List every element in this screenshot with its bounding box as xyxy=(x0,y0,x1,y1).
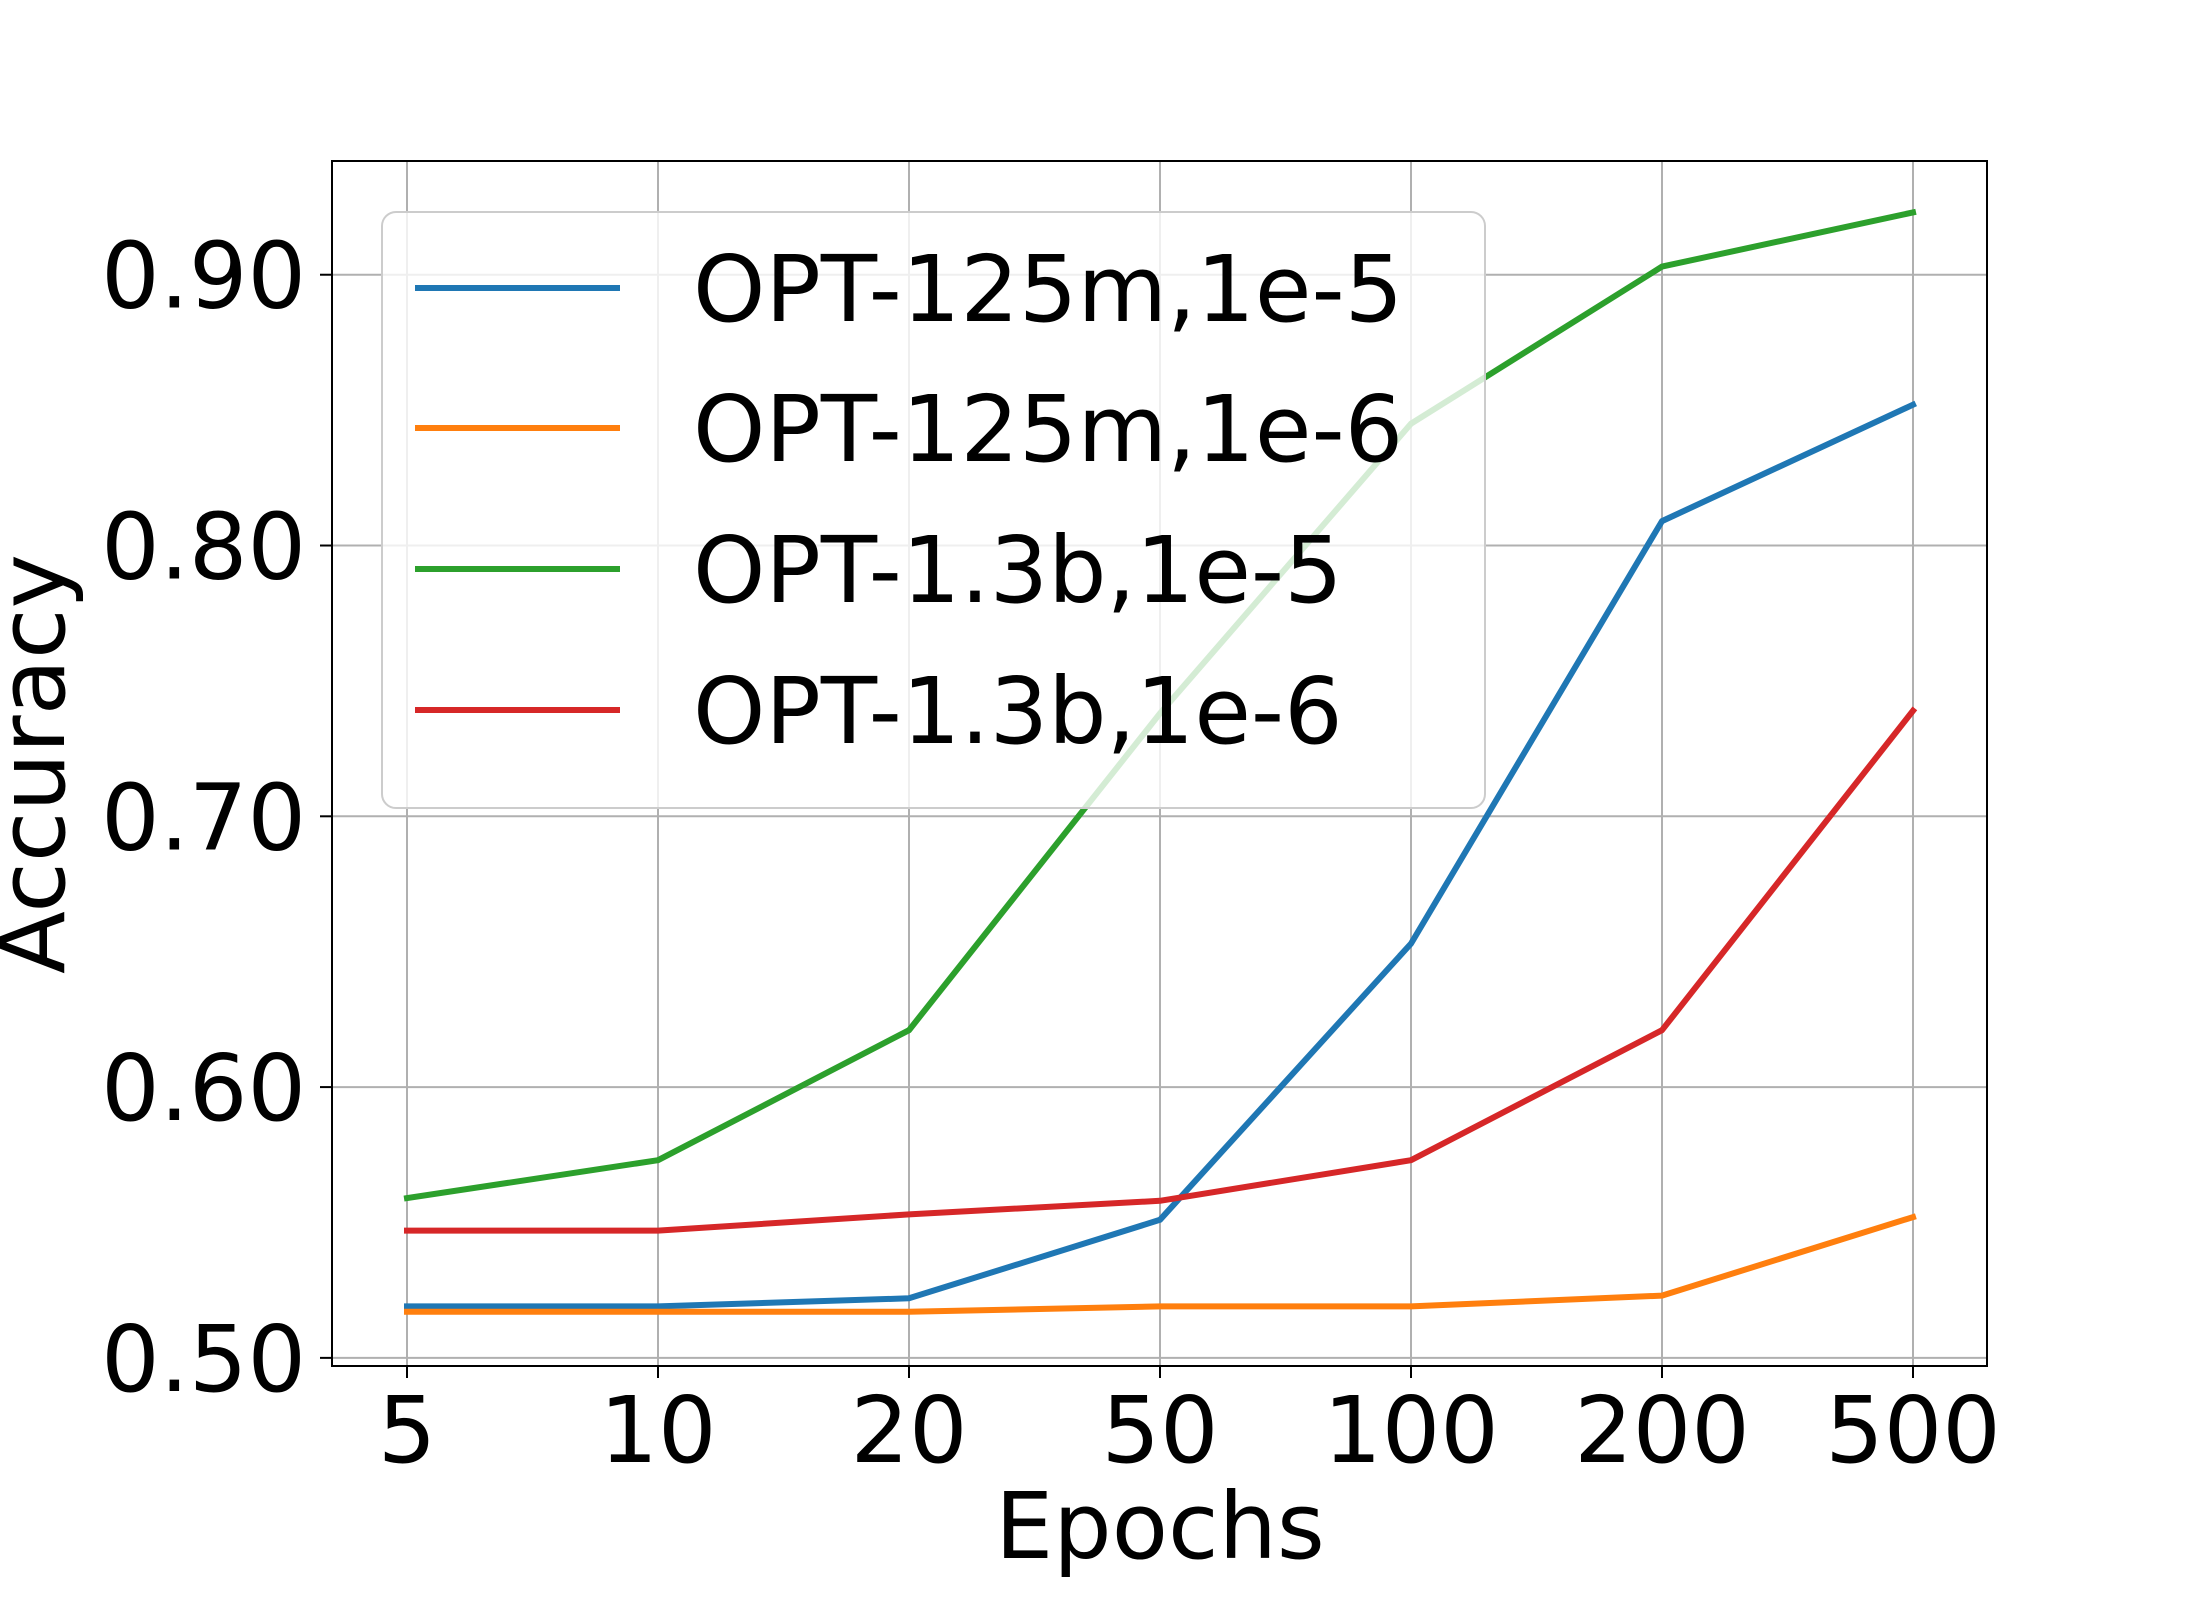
y-axis-ticks: 0.50 0.60 0.70 0.80 0.90 xyxy=(101,223,332,1413)
y-tick-label: 0.50 xyxy=(101,1306,306,1413)
y-tick-label: 0.60 xyxy=(101,1035,306,1142)
y-axis-label: Accuracy xyxy=(0,554,86,974)
legend-box xyxy=(381,211,1486,809)
x-axis-ticks: 5 10 20 50 100 200 500 xyxy=(378,1366,2001,1484)
legend-label-3: OPT-1.3b,1e-6 xyxy=(693,658,1343,765)
series-line-0 xyxy=(404,400,1917,1310)
legend-label-2: OPT-1.3b,1e-5 xyxy=(693,517,1343,624)
x-tick-label: 200 xyxy=(1574,1377,1750,1484)
series-line-3 xyxy=(404,706,1918,1234)
y-tick-label: 0.80 xyxy=(101,494,306,601)
legend-label-1: OPT-125m,1e-6 xyxy=(693,376,1403,483)
x-tick-label: 20 xyxy=(850,1377,967,1484)
x-tick-label: 100 xyxy=(1323,1377,1499,1484)
x-tick-label: 10 xyxy=(599,1377,716,1484)
legend: OPT-125m,1e-5 OPT-125m,1e-6 OPT-1.3b,1e-5 O… xyxy=(381,211,1486,809)
x-tick-label: 5 xyxy=(378,1377,437,1484)
x-tick-label: 500 xyxy=(1825,1377,2001,1484)
y-tick-label: 0.90 xyxy=(101,223,306,330)
y-tick-label: 0.70 xyxy=(101,764,306,871)
x-tick-label: 50 xyxy=(1101,1377,1218,1484)
x-axis-label: Epochs xyxy=(995,1473,1325,1580)
legend-label-0: OPT-125m,1e-5 xyxy=(693,236,1403,343)
series-line-1 xyxy=(404,1213,1917,1315)
